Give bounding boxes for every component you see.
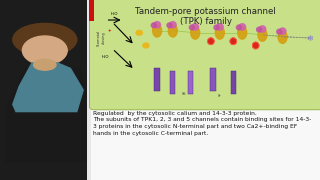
Polygon shape: [13, 63, 83, 112]
Ellipse shape: [22, 36, 67, 65]
Ellipse shape: [153, 24, 162, 37]
Ellipse shape: [217, 24, 223, 30]
Text: H₂O: H₂O: [111, 12, 118, 16]
Text: δS: δS: [182, 92, 186, 96]
Ellipse shape: [278, 31, 287, 43]
Ellipse shape: [136, 30, 142, 35]
Ellipse shape: [257, 27, 261, 32]
Ellipse shape: [154, 22, 161, 28]
Polygon shape: [6, 68, 90, 162]
Ellipse shape: [258, 28, 267, 41]
Ellipse shape: [34, 59, 56, 70]
Ellipse shape: [259, 26, 266, 32]
Bar: [89, 0, 94, 21]
Ellipse shape: [191, 26, 200, 39]
Ellipse shape: [277, 29, 282, 34]
Ellipse shape: [230, 38, 237, 45]
Bar: [87, 0, 91, 180]
Text: Tandem-pore potassium channel: Tandem-pore potassium channel: [135, 7, 276, 16]
Ellipse shape: [143, 43, 149, 48]
Text: ✦: ✦: [108, 29, 112, 33]
Ellipse shape: [238, 26, 247, 39]
Text: Stomatal
closing: Stomatal closing: [97, 30, 105, 46]
Bar: [211, 68, 216, 91]
Text: H₂O: H₂O: [102, 55, 109, 59]
Bar: [170, 71, 175, 94]
Ellipse shape: [192, 24, 198, 30]
Text: Regulated  by the cytosolic calium and 14-3-3 protein.
The subunits of TPK1, 2, : Regulated by the cytosolic calium and 14…: [93, 111, 311, 136]
Ellipse shape: [236, 25, 241, 30]
Text: ❄: ❄: [306, 33, 313, 42]
Ellipse shape: [239, 24, 246, 30]
Text: (TPK) family: (TPK) family: [180, 17, 232, 26]
Ellipse shape: [215, 26, 224, 39]
Ellipse shape: [189, 25, 194, 30]
Bar: [91, 0, 320, 180]
Ellipse shape: [151, 23, 156, 28]
FancyBboxPatch shape: [90, 0, 320, 110]
Ellipse shape: [207, 38, 214, 45]
Ellipse shape: [168, 24, 177, 37]
Bar: [0, 0, 91, 180]
Ellipse shape: [279, 28, 286, 34]
Ellipse shape: [170, 22, 176, 28]
Ellipse shape: [214, 25, 219, 30]
Ellipse shape: [167, 23, 172, 28]
Ellipse shape: [252, 42, 259, 49]
Bar: [155, 68, 160, 91]
Bar: [231, 71, 236, 94]
Bar: [188, 71, 193, 94]
Ellipse shape: [13, 23, 77, 56]
Text: δ⁰: δ⁰: [218, 94, 222, 98]
